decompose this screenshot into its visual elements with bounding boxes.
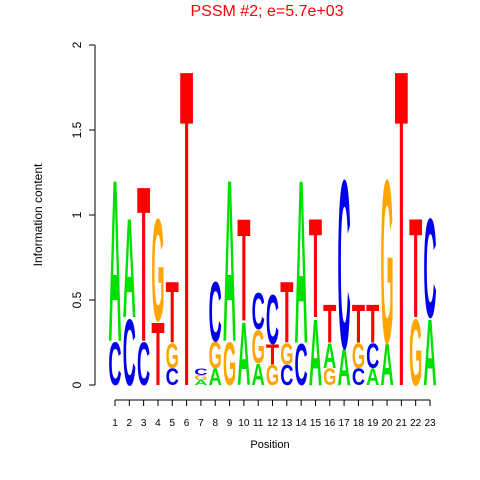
x-tick-label: 18: [353, 418, 365, 429]
x-tick-label: 8: [212, 418, 218, 429]
logo-letter: C: [123, 300, 136, 406]
x-tick-label: 3: [141, 418, 147, 429]
x-tick-label: 9: [227, 418, 233, 429]
logo-letter: G: [266, 359, 279, 391]
logo-letter: T: [180, 0, 193, 480]
y-tick-label: 1.5: [70, 121, 84, 138]
y-axis-label: Information content: [31, 163, 45, 266]
x-tick-label: 12: [267, 418, 279, 429]
x-axis-label: Position: [250, 439, 289, 451]
logo-letter: G: [209, 335, 222, 377]
x-tick-label: 7: [198, 418, 204, 429]
logo-letter: G: [151, 188, 164, 351]
x-tick-label: 13: [281, 418, 293, 429]
logo-letter: G: [194, 374, 207, 382]
logo-letter: T: [237, 188, 250, 351]
logo-letter: A: [252, 357, 265, 391]
logo-letter: G: [252, 320, 265, 373]
logo-letter: A: [323, 336, 336, 376]
logo-letter: T: [309, 189, 322, 347]
logo-letter: A: [194, 379, 207, 387]
x-tick-label: 19: [367, 418, 379, 429]
logo-letter: T: [151, 305, 164, 405]
logo-letter: G: [166, 336, 179, 376]
logo-letter: T: [323, 294, 336, 355]
logo-letter: T: [352, 294, 365, 355]
logo-letter: A: [237, 305, 250, 405]
logo-letter: G: [280, 337, 293, 371]
logo-letter: C: [108, 330, 121, 399]
logo-letter: G: [223, 330, 236, 399]
logo-letter: T: [137, 141, 150, 389]
y-tick-label: 0: [70, 381, 84, 388]
logo-letter: G: [323, 364, 336, 390]
x-tick-label: 22: [410, 418, 422, 429]
logo-letter: C: [366, 336, 379, 376]
logo-letter: T: [166, 263, 179, 361]
logo-letter: C: [266, 281, 279, 359]
logo-letter: A: [338, 338, 351, 396]
logo-letter: A: [209, 364, 222, 390]
logo-letter: G: [409, 300, 422, 406]
logo-letter: C: [280, 359, 293, 391]
logo-letter: A: [366, 364, 379, 390]
x-tick-label: 16: [324, 418, 336, 429]
x-tick-label: 17: [339, 418, 351, 429]
logo-letter: A: [223, 132, 236, 390]
logo-letter: C: [166, 364, 179, 390]
x-tick-label: 6: [184, 418, 190, 429]
logo-letter: G: [380, 132, 393, 393]
y-tick-label: 1: [70, 211, 84, 218]
logo-letter: C: [194, 366, 207, 377]
x-tick-label: 20: [381, 418, 393, 429]
logo-letter: A: [380, 333, 393, 398]
x-tick-label: 2: [127, 418, 133, 429]
y-tick-label: 2: [70, 41, 84, 48]
logo-letter: A: [295, 132, 308, 393]
x-tick-label: 5: [169, 418, 175, 429]
logo-letter: G: [352, 336, 365, 376]
logo-letter: T: [266, 339, 279, 371]
logo-letter: T: [366, 294, 379, 355]
logo-letter: T: [395, 0, 408, 480]
logo-letter: A: [123, 189, 136, 347]
logo-letter: C: [252, 282, 265, 340]
x-tick-label: 11: [253, 418, 264, 429]
logo-letter: C: [295, 333, 308, 398]
x-tick-label: 4: [155, 418, 161, 429]
logo-letter: C: [423, 189, 436, 347]
x-tick-label: 21: [396, 418, 408, 429]
logo-letter: C: [137, 330, 150, 399]
logo-letter: A: [108, 132, 121, 390]
x-tick-label: 23: [424, 418, 436, 429]
chart-title: PSSM #2; e=5.7e+03: [191, 3, 344, 20]
x-tick-label: 1: [112, 418, 118, 429]
x-tick-label: 14: [296, 418, 308, 429]
logo-letter: C: [209, 264, 222, 359]
x-tick-label: 15: [310, 418, 322, 429]
y-tick-label: 0.5: [70, 291, 84, 308]
logo-letter: T: [409, 189, 422, 347]
logo-letter: T: [280, 263, 293, 361]
logo-letter: C: [338, 131, 351, 400]
x-tick-label: 10: [238, 418, 250, 429]
logo-letter: A: [423, 300, 436, 406]
logo-letter: C: [352, 364, 365, 390]
logo-letter: A: [309, 300, 322, 406]
